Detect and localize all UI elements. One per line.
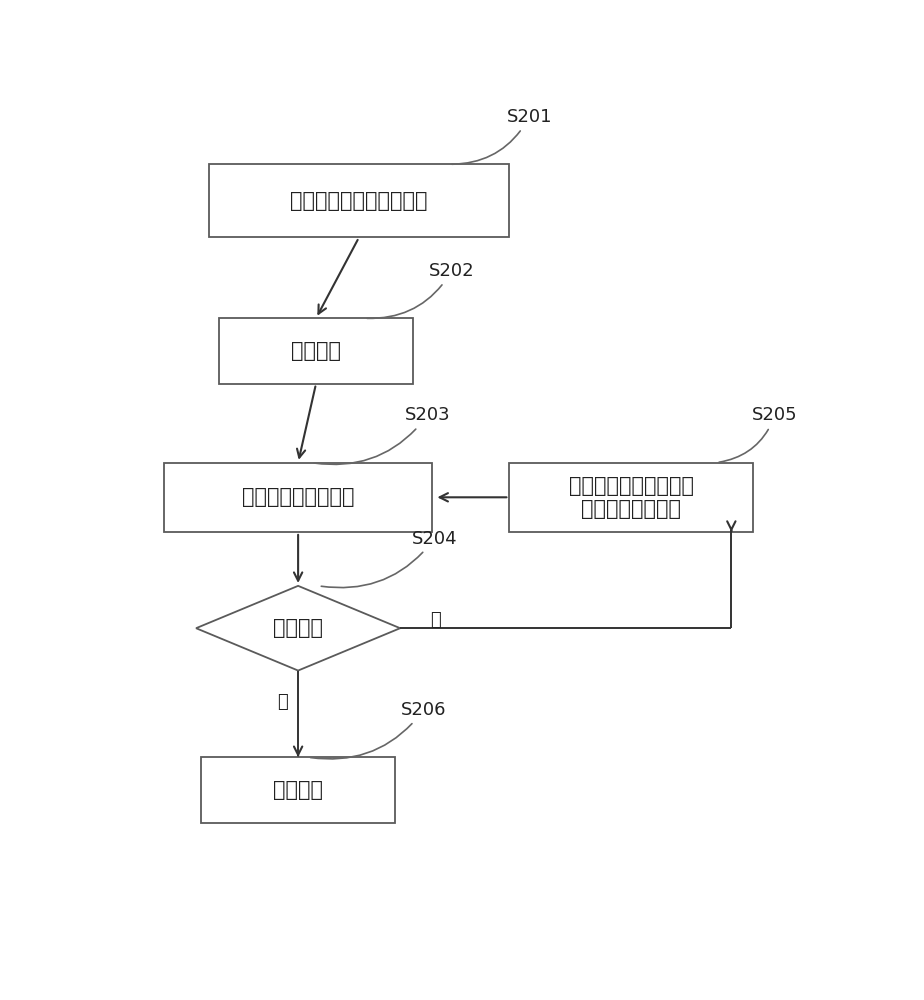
Text: 重新申请内存、拷贝数
据、释放原有内存: 重新申请内存、拷贝数 据、释放原有内存	[568, 476, 694, 519]
FancyBboxPatch shape	[509, 463, 753, 532]
Text: 图像分割获得感兴趣区域: 图像分割获得感兴趣区域	[290, 191, 428, 211]
Polygon shape	[196, 586, 400, 671]
Text: S202: S202	[367, 262, 474, 318]
Text: S201: S201	[452, 108, 552, 164]
Text: 否: 否	[277, 693, 287, 711]
Text: 内存不够: 内存不够	[274, 618, 323, 638]
Text: S204: S204	[322, 530, 457, 588]
FancyBboxPatch shape	[219, 318, 413, 384]
FancyBboxPatch shape	[201, 757, 395, 823]
Text: 感兴趣区域行程编码: 感兴趣区域行程编码	[242, 487, 355, 507]
Text: 结束编码: 结束编码	[274, 780, 323, 800]
Text: 申请内存: 申请内存	[291, 341, 341, 361]
Text: S205: S205	[719, 406, 797, 462]
FancyBboxPatch shape	[164, 463, 432, 532]
Text: S206: S206	[310, 701, 446, 759]
Text: 是: 是	[431, 611, 442, 630]
FancyBboxPatch shape	[209, 164, 509, 237]
Text: S203: S203	[314, 406, 450, 464]
